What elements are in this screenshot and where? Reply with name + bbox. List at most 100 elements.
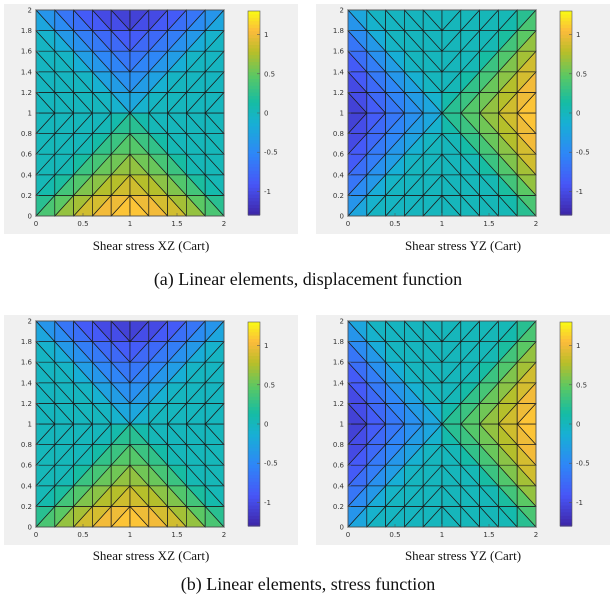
colorbar-tick-label: -0.5 [576, 149, 590, 157]
colorbar-band [248, 157, 260, 162]
colorbar-band [560, 366, 572, 371]
colorbar-band [248, 75, 260, 80]
colorbar-band [560, 403, 572, 408]
colorbar-band [248, 14, 260, 19]
colorbar-band [248, 475, 260, 479]
colorbar-band [248, 451, 260, 456]
colorbar-band [560, 417, 572, 422]
colorbar-band [248, 390, 260, 394]
colorbar-band [248, 45, 260, 49]
colorbar-band [560, 383, 572, 388]
colorbar-band [560, 17, 572, 22]
y-tick-label: 1 [340, 110, 344, 118]
colorbar-tick-label: -1 [264, 188, 271, 196]
colorbar-band [248, 495, 260, 500]
colorbar-band [248, 441, 260, 445]
colorbar-band [560, 48, 572, 53]
colorbar-band [248, 164, 260, 168]
colorbar-band [560, 492, 572, 496]
colorbar-band [248, 430, 260, 435]
colorbar-band [248, 379, 260, 384]
colorbar-tick-label: 1 [576, 342, 580, 350]
colorbar-tick-label: 0.5 [576, 381, 587, 389]
y-tick-label: 0.2 [333, 503, 344, 511]
colorbar-band [560, 55, 572, 60]
colorbar-band [560, 342, 572, 347]
colorbar-band [560, 204, 572, 209]
colorbar-band [248, 498, 260, 503]
colorbar-band [248, 356, 260, 360]
colorbar-band [560, 113, 572, 117]
colorbar-band [560, 14, 572, 19]
colorbar-band [248, 420, 260, 425]
colorbar-band [248, 55, 260, 60]
colorbar-tick-label: -1 [576, 188, 583, 196]
subplot-caption-b-yz: Shear stress YZ (Cart) [404, 548, 522, 563]
colorbar-band [560, 441, 572, 445]
x-tick-label: 1.5 [171, 220, 182, 228]
colorbar-band [560, 140, 572, 145]
x-tick-label: 2 [222, 531, 226, 539]
colorbar-band [248, 198, 260, 202]
colorbar-band [248, 170, 260, 175]
x-tick-label: 0.5 [389, 220, 400, 228]
colorbar-band [560, 153, 572, 158]
colorbar-band [248, 191, 260, 196]
colorbar-band [560, 359, 572, 364]
colorbar-band [248, 362, 260, 367]
colorbar-band [560, 92, 572, 97]
colorbar-band [560, 126, 572, 131]
colorbar-band [560, 373, 572, 377]
x-tick-label: 1.5 [483, 220, 494, 228]
colorbar-band [248, 65, 260, 70]
y-tick-label: 1.8 [21, 27, 32, 35]
colorbar-tick-label: -0.5 [576, 460, 590, 468]
colorbar-band [560, 51, 572, 56]
mesh-group [35, 320, 225, 528]
colorbar-band [560, 28, 572, 32]
colorbar-band [248, 359, 260, 364]
colorbar-band [248, 400, 260, 405]
colorbar-band [560, 167, 572, 172]
y-tick-label: 0 [340, 213, 344, 221]
colorbar-band [248, 174, 260, 179]
colorbar-band [560, 85, 572, 90]
x-tick-label: 0 [346, 531, 350, 539]
colorbar-band [248, 17, 260, 22]
colorbar-band [248, 140, 260, 145]
colorbar-band [248, 62, 260, 66]
y-tick-label: 0.2 [21, 503, 32, 511]
y-tick-label: 1.4 [21, 68, 33, 76]
colorbar-band [560, 522, 572, 527]
colorbar-band [248, 339, 260, 343]
colorbar-tick-label: 1 [264, 342, 268, 350]
chart-panel-b-yz: 0 0.5 1 1.5 2 0 0.2 0.4 0.6 0.8 1 1.2 1.4 1.6 1.8 2 1 0.5… [316, 315, 610, 545]
y-tick-label: 1.4 [333, 68, 345, 76]
colorbar-band [248, 82, 260, 87]
colorbar-band [248, 417, 260, 422]
y-tick-label: 2 [28, 318, 32, 326]
colorbar-band [248, 485, 260, 490]
x-tick-label: 1.5 [483, 531, 494, 539]
colorbar-band [248, 458, 260, 462]
colorbar-band [560, 454, 572, 459]
colorbar-band [248, 396, 260, 401]
colorbar-band [248, 89, 260, 94]
colorbar-band [560, 325, 572, 330]
y-tick-label: 0.2 [21, 192, 32, 200]
y-tick-label: 1.6 [21, 48, 33, 56]
y-tick-label: 1 [340, 421, 344, 429]
colorbar-band [560, 444, 572, 449]
colorbar-band [248, 167, 260, 172]
colorbar-band [248, 509, 260, 513]
colorbar-band [248, 434, 260, 439]
colorbar-band [560, 356, 572, 360]
colorbar-tick-label: -1 [576, 499, 583, 507]
colorbar-band [560, 75, 572, 80]
x-tick-label: 1 [128, 220, 132, 228]
colorbar-band [560, 464, 572, 469]
colorbar-band [560, 362, 572, 367]
colorbar-band [248, 38, 260, 43]
y-tick-label: 2 [340, 7, 344, 15]
colorbar-band [248, 393, 260, 398]
